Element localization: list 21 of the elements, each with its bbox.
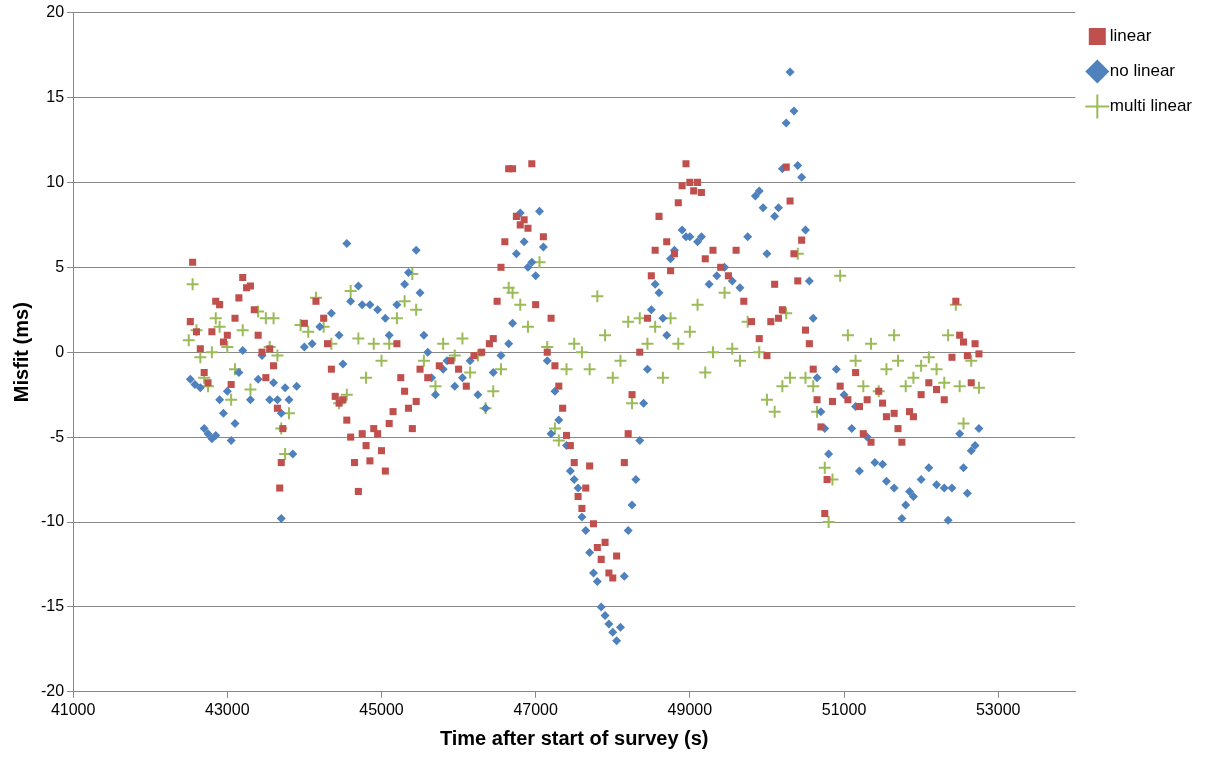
x-tick-label: 45000: [359, 700, 404, 718]
x-tick-label: 51000: [821, 700, 867, 718]
x-tick-label: 49000: [667, 700, 713, 718]
x-axis-title: Time after start of survey (s): [439, 726, 709, 749]
y-tick-label: -5: [49, 427, 65, 445]
legend-label: linear: [1109, 26, 1152, 46]
legend-label: multi linear: [1109, 96, 1193, 116]
x-tick-label: 41000: [50, 700, 96, 718]
y-tick-label: 5: [55, 257, 65, 275]
x-tick-label: 53000: [975, 700, 1021, 718]
x-tick-label: 47000: [513, 700, 559, 718]
y-tick-label: -15: [41, 597, 65, 615]
y-tick-label: 10: [46, 172, 65, 190]
y-tick-label: -20: [41, 682, 65, 700]
y-tick-label: -10: [41, 512, 65, 530]
y-axis-title: Misfit (ms): [9, 302, 32, 403]
y-tick-label: 20: [46, 3, 65, 21]
x-tick-label: 43000: [205, 700, 250, 718]
legend-label: no linear: [1109, 61, 1176, 81]
y-tick-label: 15: [46, 87, 65, 105]
y-tick-label: 0: [55, 342, 65, 360]
